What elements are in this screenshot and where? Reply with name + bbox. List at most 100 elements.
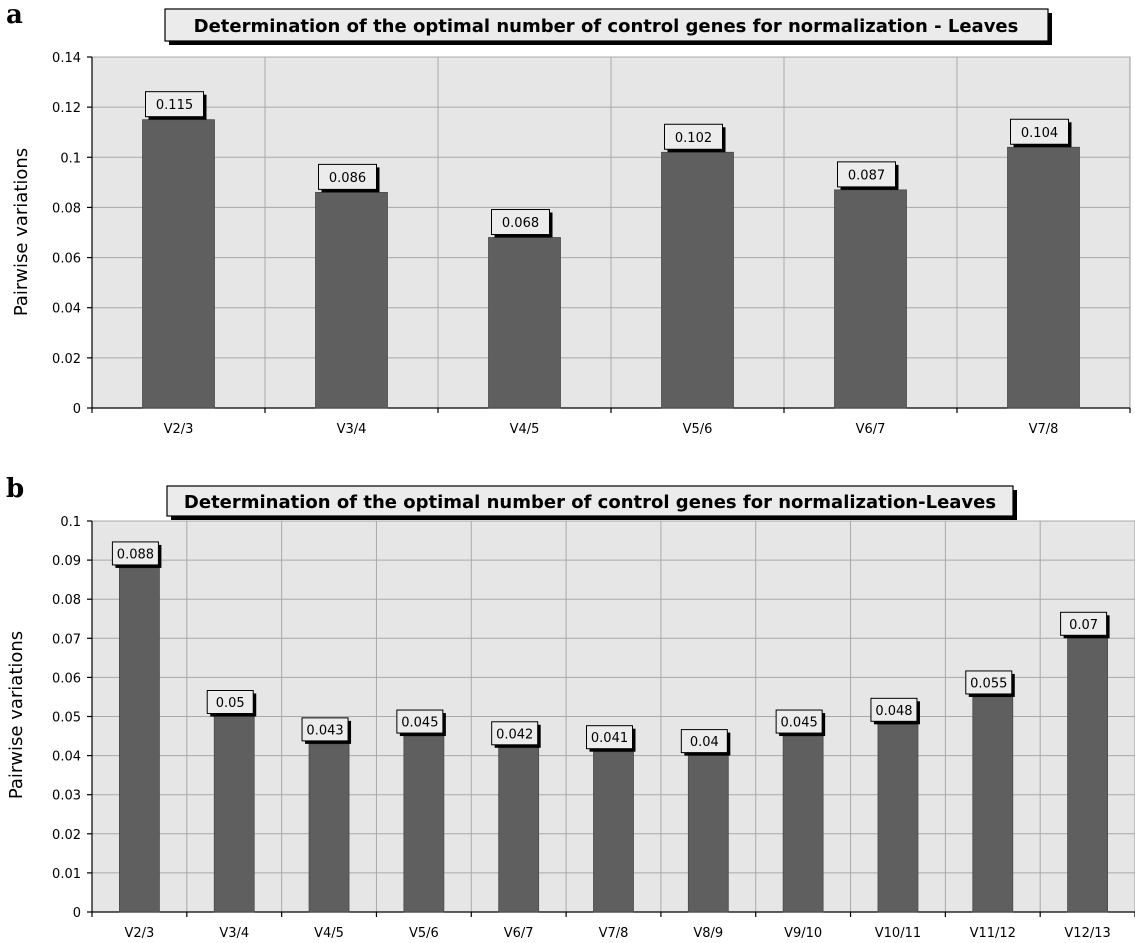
x-tick-label: V8/9	[693, 926, 723, 941]
data-label: 0.045	[781, 716, 818, 731]
y-tick-label: 0.04	[52, 750, 81, 765]
data-label-box	[491, 721, 539, 746]
y-tick-label: 0.14	[52, 51, 81, 66]
data-label: 0.07	[1069, 618, 1098, 633]
data-label: 0.048	[875, 704, 912, 719]
x-tick-label: V5/6	[409, 926, 439, 941]
x-tick-label: V4/5	[314, 926, 344, 941]
data-label-box	[301, 717, 349, 742]
bar	[877, 723, 919, 913]
panel-label-a: a	[6, 0, 23, 30]
x-tick-label: V2/3	[124, 926, 154, 941]
y-tick-label: 0	[73, 906, 81, 921]
x-tick-label: V7/8	[1029, 422, 1059, 437]
bar	[498, 747, 540, 913]
data-label: 0.04	[690, 735, 719, 750]
data-label: 0.042	[496, 727, 533, 742]
chart-title: Determination of the optimal number of c…	[184, 492, 996, 513]
data-label-box	[1060, 611, 1108, 636]
chart-panel-a: a Determination of the optimal number of…	[0, 0, 1135, 470]
plot-area: 0 0.01 0.02 0.03 0.04 0.05 0.06 0.07 0.08 0.09 0.1…	[52, 515, 1135, 941]
bar	[972, 696, 1014, 913]
bar	[834, 189, 907, 409]
x-tick-label: V7/8	[599, 926, 629, 941]
y-tick-label: 0.02	[52, 352, 81, 367]
data-label-box	[837, 161, 896, 188]
bar	[593, 751, 634, 913]
data-label-box	[965, 670, 1013, 695]
data-label: 0.102	[675, 131, 712, 146]
data-label-box	[396, 709, 444, 734]
data-label-box	[586, 725, 633, 750]
chart-title-group: Determination of the optimal number of c…	[164, 8, 1052, 45]
y-tick-label: 0.1	[60, 151, 81, 166]
data-label-box	[111, 541, 159, 566]
data-label-box	[491, 209, 550, 236]
data-label: 0.055	[970, 676, 1007, 691]
y-tick-label: 0.05	[52, 711, 81, 726]
y-tick-label: 0.01	[52, 867, 81, 882]
x-tick-label: V3/4	[219, 926, 249, 941]
data-label-box	[870, 697, 918, 722]
data-label-box	[775, 709, 823, 734]
x-tick-label: V6/7	[504, 926, 534, 941]
x-tick-label: V10/11	[875, 926, 921, 941]
data-label-box	[680, 729, 728, 754]
data-label: 0.104	[1021, 126, 1058, 141]
bar	[488, 237, 561, 409]
bar	[1067, 637, 1108, 913]
data-label: 0.088	[117, 547, 154, 562]
data-label: 0.041	[591, 731, 628, 746]
chart-title-box	[164, 8, 1049, 42]
x-tick-label: V12/13	[1064, 926, 1110, 941]
y-tick-label: 0.03	[52, 789, 81, 804]
chart-title-box	[166, 485, 1014, 517]
data-label: 0.086	[329, 171, 366, 186]
y-tick-label: 0.08	[52, 201, 81, 216]
bar	[308, 743, 350, 913]
bar	[782, 735, 824, 913]
x-tick-label: V4/5	[510, 422, 540, 437]
data-label-box	[1010, 118, 1069, 145]
chart-b: Determination of the optimal number of c…	[6, 485, 1135, 941]
x-tick-label: V2/3	[164, 422, 194, 437]
y-tick-label: 0.1	[60, 515, 81, 530]
x-tick-label: V6/7	[856, 422, 886, 437]
x-tick-label: V9/10	[784, 926, 822, 941]
y-tick-label: 0.02	[52, 828, 81, 843]
chart-panel-b: b Determination of the optimal number of…	[0, 470, 1135, 943]
y-axis-title: Pairwise variations	[11, 148, 32, 316]
x-tick-label: V3/4	[337, 422, 367, 437]
bar	[403, 735, 445, 913]
panel-label-b: b	[6, 474, 25, 504]
y-tick-label: 0.09	[52, 554, 81, 569]
data-label-box	[318, 163, 377, 190]
y-tick-label: 0	[73, 402, 81, 417]
data-label: 0.115	[156, 98, 193, 113]
data-label: 0.05	[216, 696, 245, 711]
chart-title: Determination of the optimal number of c…	[194, 16, 1019, 37]
data-label-box	[664, 123, 723, 150]
data-label: 0.068	[502, 216, 539, 231]
data-label-box	[145, 91, 204, 118]
data-label-box	[206, 690, 254, 714]
data-label: 0.087	[848, 168, 885, 183]
x-tick-label: V5/6	[683, 422, 713, 437]
bar	[213, 716, 255, 913]
bar	[142, 119, 215, 409]
y-tick-label: 0.04	[52, 302, 81, 317]
y-tick-label: 0.06	[52, 252, 81, 267]
plot-area: 0 0.02 0.04 0.06 0.08 0.1 0.12 0.14 0.115 V2/3 0.0…	[52, 51, 1131, 437]
bar	[687, 755, 729, 913]
bar	[661, 151, 734, 409]
x-tick-label: V11/12	[970, 926, 1016, 941]
y-tick-label: 0.06	[52, 671, 81, 686]
y-tick-label: 0.07	[52, 632, 81, 647]
y-axis-title: Pairwise variations	[6, 631, 27, 799]
bar	[1007, 146, 1080, 409]
y-tick-label: 0.08	[52, 593, 81, 608]
bar	[315, 191, 388, 409]
chart-title-group: Determination of the optimal number of c…	[166, 485, 1017, 520]
chart-a: Determination of the optimal number of c…	[11, 8, 1131, 437]
y-tick-label: 0.12	[52, 101, 81, 116]
